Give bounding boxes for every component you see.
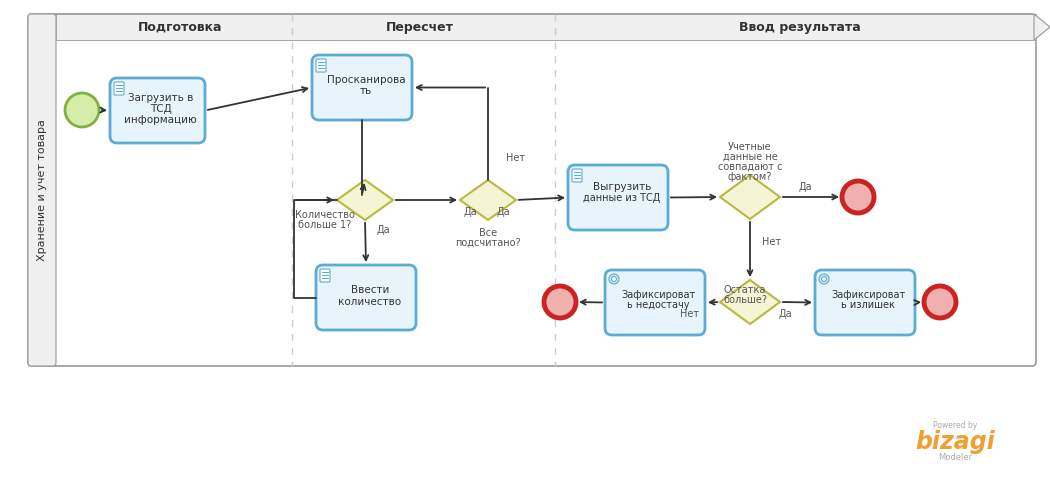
Text: Выгрузить: Выгрузить xyxy=(593,182,651,192)
Text: Подготовка: Подготовка xyxy=(138,20,223,33)
Text: Нет: Нет xyxy=(506,153,526,163)
Text: фактом?: фактом? xyxy=(728,172,772,182)
Text: Все: Все xyxy=(479,228,497,238)
Text: Зафиксироват: Зафиксироват xyxy=(621,290,695,300)
Circle shape xyxy=(65,93,99,127)
FancyBboxPatch shape xyxy=(815,270,915,335)
Text: Количество: Количество xyxy=(295,210,355,220)
Polygon shape xyxy=(720,175,780,219)
Text: Ввод результата: Ввод результата xyxy=(739,20,861,33)
Text: Да: Да xyxy=(376,225,390,235)
FancyBboxPatch shape xyxy=(312,55,412,120)
FancyBboxPatch shape xyxy=(605,270,705,335)
Text: bizagi: bizagi xyxy=(916,430,995,454)
Text: Powered by: Powered by xyxy=(932,421,978,429)
FancyBboxPatch shape xyxy=(28,14,1036,366)
Text: данные не: данные не xyxy=(722,152,777,162)
FancyBboxPatch shape xyxy=(110,78,205,143)
Polygon shape xyxy=(337,180,393,220)
Text: Просканирова: Просканирова xyxy=(327,75,405,85)
Text: Да: Да xyxy=(497,207,510,217)
Text: Нет: Нет xyxy=(762,237,781,247)
Text: Хранение и учет товара: Хранение и учет товара xyxy=(37,119,47,261)
Text: Остатка: Остатка xyxy=(723,285,766,295)
Circle shape xyxy=(842,181,874,213)
Text: Пересчет: Пересчет xyxy=(386,20,454,33)
Text: количество: количество xyxy=(338,297,401,307)
FancyBboxPatch shape xyxy=(316,265,416,330)
Text: ть: ть xyxy=(360,86,372,96)
Polygon shape xyxy=(1034,14,1050,40)
Text: подсчитано?: подсчитано? xyxy=(456,238,521,248)
Text: Загрузить в: Загрузить в xyxy=(128,93,193,103)
Text: Modeler: Modeler xyxy=(938,453,972,461)
Circle shape xyxy=(924,286,956,318)
Bar xyxy=(56,14,1036,40)
Text: Да: Да xyxy=(463,207,477,217)
Polygon shape xyxy=(460,180,516,220)
FancyBboxPatch shape xyxy=(320,269,330,282)
Circle shape xyxy=(544,286,576,318)
Circle shape xyxy=(611,276,616,282)
Text: Нет: Нет xyxy=(680,309,699,319)
Text: Да: Да xyxy=(778,309,792,319)
Circle shape xyxy=(821,276,826,282)
Text: больше?: больше? xyxy=(723,295,766,305)
Text: Да: Да xyxy=(798,182,812,192)
FancyBboxPatch shape xyxy=(572,169,582,182)
Circle shape xyxy=(819,274,830,284)
Text: совпадают с: совпадают с xyxy=(718,162,782,172)
Polygon shape xyxy=(720,280,780,324)
Text: ь излишек: ь излишек xyxy=(841,300,895,310)
Text: Учетные: Учетные xyxy=(729,142,772,152)
Text: ТСД: ТСД xyxy=(150,104,171,114)
FancyBboxPatch shape xyxy=(316,59,326,72)
FancyBboxPatch shape xyxy=(28,14,56,366)
Text: ь недостачу: ь недостачу xyxy=(627,300,689,310)
Text: Ввести: Ввести xyxy=(351,285,390,295)
FancyBboxPatch shape xyxy=(114,82,124,95)
Text: данные из ТСД: данные из ТСД xyxy=(584,193,660,203)
FancyBboxPatch shape xyxy=(568,165,668,230)
Circle shape xyxy=(609,274,620,284)
Text: больше 1?: больше 1? xyxy=(298,220,352,230)
Text: информацию: информацию xyxy=(124,115,197,125)
Text: Зафиксироват: Зафиксироват xyxy=(831,290,905,300)
